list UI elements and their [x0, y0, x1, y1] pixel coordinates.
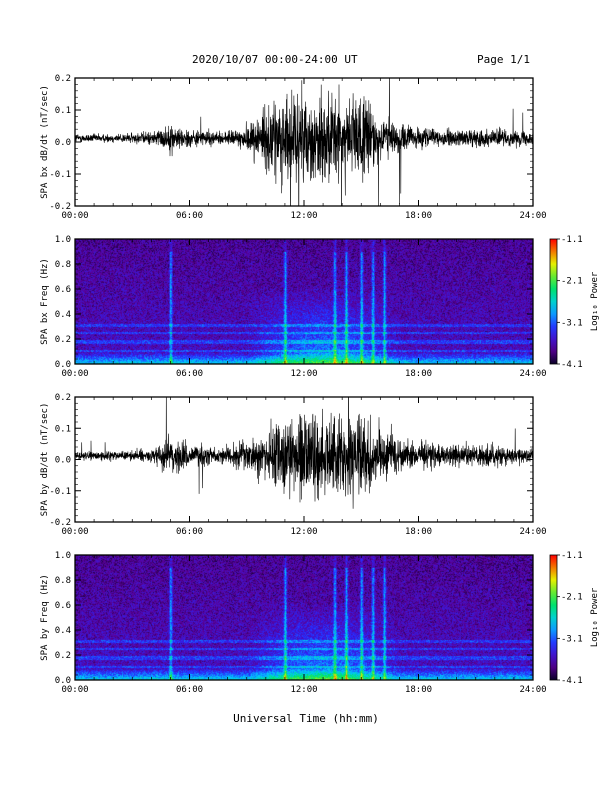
panel-4-axes: 00:00 06:00 12:00 18:00 24:00 0.0 0.2 0.4 0.6 0.8… [40, 551, 547, 695]
y-axis-label: SPA by dB/dt (nT/sec) [40, 403, 50, 517]
y-tick-label: 0.8 [55, 576, 71, 586]
x-tick-label: 12:00 [290, 527, 317, 537]
x-tick-label: 24:00 [519, 527, 546, 537]
x-tick-label: 06:00 [176, 527, 203, 537]
x-tick-label: 18:00 [405, 527, 432, 537]
x-tick-label: 06:00 [176, 211, 203, 221]
colorbar-tick-label: -4.1 [561, 360, 583, 370]
colorbar-tick-label: -3.1 [561, 634, 583, 644]
figure-title: 2020/10/07 00:00-24:00 UT [192, 53, 358, 66]
spectrogram-image [75, 555, 533, 680]
x-tick-label: 12:00 [290, 211, 317, 221]
y-tick-label: 0.2 [55, 651, 71, 661]
y-tick-label: 0.8 [55, 260, 71, 270]
panel-3-axes: 00:00 06:00 12:00 18:00 24:00 -0.2 -0.1 0.0 0.1 0… [40, 393, 547, 537]
y-tick-label: 0.4 [55, 626, 71, 636]
x-axis-title: Universal Time (hh:mm) [233, 712, 379, 725]
x-tick-label: 00:00 [61, 369, 88, 379]
y-tick-label: 0.6 [55, 285, 71, 295]
colorbar-tick-label: -1.1 [561, 235, 583, 245]
y-tick-label: -0.1 [49, 170, 71, 180]
waveform-line [75, 78, 533, 206]
plot-frame [74, 77, 534, 207]
colorbar-label: Log₁₀ Power [590, 271, 600, 331]
y-tick-label: 0.2 [55, 393, 71, 403]
y-axis-label: SPA bx Freq (Hz) [40, 258, 50, 345]
x-tick-label: 12:00 [290, 685, 317, 695]
y-tick-label: -0.1 [49, 487, 71, 497]
y-tick-label: 1.0 [55, 235, 71, 245]
x-tick-label: 24:00 [519, 685, 546, 695]
y-tick-label: 0.4 [55, 310, 71, 320]
x-tick-label: 18:00 [405, 211, 432, 221]
plot-frame [74, 554, 534, 681]
x-tick-label: 00:00 [61, 211, 88, 221]
x-tick-label: 24:00 [519, 369, 546, 379]
x-tick-label: 00:00 [61, 527, 88, 537]
y-tick-label: 0.2 [55, 335, 71, 345]
x-tick-label: 18:00 [405, 369, 432, 379]
colorbar-tick-label: -2.1 [561, 277, 583, 287]
colorbar-label: Log₁₀ Power [590, 587, 600, 647]
x-tick-label: 18:00 [405, 685, 432, 695]
y-tick-label: -0.2 [49, 518, 71, 528]
colorbar-tick-label: -1.1 [561, 551, 583, 561]
plot-frame [74, 238, 534, 365]
y-tick-label: 0.1 [55, 106, 71, 116]
spectrogram-image [75, 239, 533, 364]
y-tick-label: 1.0 [55, 551, 71, 561]
colorbar-tick-label: -3.1 [561, 318, 583, 328]
colorbar-tick-label: -4.1 [561, 676, 583, 686]
y-tick-label: -0.2 [49, 202, 71, 212]
y-tick-label: 0.0 [55, 676, 71, 686]
plot-frame [74, 396, 534, 523]
y-tick-label: 0.0 [55, 360, 71, 370]
page-number: Page 1/1 [477, 53, 530, 66]
y-axis-label: SPA by Freq (Hz) [40, 574, 50, 661]
colorbar [549, 238, 558, 365]
colorbar [549, 554, 558, 681]
y-tick-label: 0.2 [55, 74, 71, 84]
colorbar-tick-label: -2.1 [561, 593, 583, 603]
x-tick-label: 00:00 [61, 685, 88, 695]
panel-2-axes: 00:00 06:00 12:00 18:00 24:00 0.0 0.2 0.4 0.6 0.8… [40, 235, 547, 379]
y-tick-label: 0.0 [55, 138, 71, 148]
x-tick-label: 06:00 [176, 369, 203, 379]
waveform-line [75, 397, 533, 509]
panel-1-axes: 00:00 06:00 12:00 18:00 24:00 -0.2 -0.1 0.0 0.1 0… [40, 74, 547, 221]
x-tick-label: 12:00 [290, 369, 317, 379]
x-tick-label: 06:00 [176, 685, 203, 695]
y-axis-label: SPA bx dB/dt (nT/sec) [40, 85, 50, 199]
y-tick-label: 0.1 [55, 424, 71, 434]
y-tick-label: 0.0 [55, 456, 71, 466]
y-tick-label: 0.6 [55, 601, 71, 611]
x-tick-label: 24:00 [519, 211, 546, 221]
